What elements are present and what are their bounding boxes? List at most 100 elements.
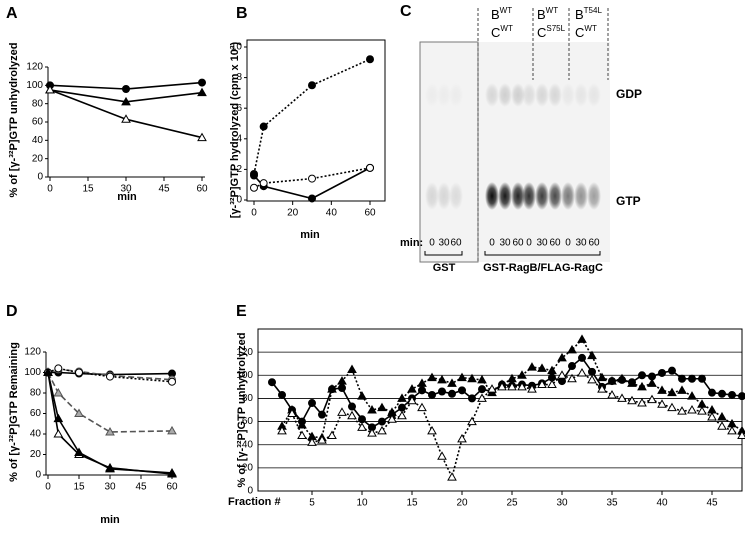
marker [53, 387, 64, 397]
marker [688, 374, 696, 383]
marker [607, 376, 617, 385]
y-tick-label: 20 [30, 449, 42, 460]
x-tick-label: 10 [356, 498, 368, 509]
marker [366, 55, 374, 64]
marker [487, 384, 497, 393]
x-tick-label: 60 [166, 482, 178, 493]
marker [74, 447, 84, 456]
marker [497, 381, 507, 391]
group-label: CS75L [537, 24, 566, 40]
marker [678, 374, 686, 383]
lane-label: 0 [429, 238, 435, 249]
marker [717, 411, 727, 421]
marker [308, 194, 316, 203]
x-tick-label: 45 [706, 498, 718, 509]
band-label: GTP [616, 194, 641, 208]
marker [327, 430, 337, 439]
y-tick-label: 100 [26, 80, 43, 91]
marker [667, 387, 677, 397]
marker [627, 395, 637, 405]
y-tick-label: 40 [30, 429, 42, 440]
band [449, 182, 463, 210]
plot-frame [246, 39, 386, 202]
band [498, 182, 512, 210]
x-axis-label: min [117, 191, 137, 203]
marker [577, 334, 587, 343]
marker [105, 426, 115, 436]
lane-label: 60 [549, 238, 561, 249]
marker [74, 408, 84, 417]
marker [448, 389, 456, 398]
marker [738, 392, 745, 401]
band [522, 182, 536, 210]
marker [727, 425, 737, 435]
marker [53, 413, 64, 423]
x-tick-label: 20 [287, 208, 299, 219]
x-tick-label: 5 [309, 498, 315, 509]
x-tick-label: 60 [196, 184, 208, 195]
marker [677, 406, 687, 415]
series-line [47, 372, 173, 474]
y-tick-label: 60 [242, 416, 254, 427]
marker [637, 381, 647, 391]
marker [647, 394, 657, 404]
time-label: min: [400, 237, 423, 249]
band [548, 182, 562, 210]
band [511, 182, 525, 210]
marker [417, 378, 427, 387]
marker [347, 364, 357, 373]
y-tick-label: 2 [236, 164, 242, 175]
marker [121, 114, 131, 123]
x-axis-label: min [300, 229, 320, 241]
marker [447, 378, 457, 387]
marker [197, 87, 207, 97]
y-axis-label: [γ-³²P]GTP hydrolyzed (cpm x 10³) [229, 41, 241, 218]
marker [477, 374, 487, 384]
lane-label: 60 [588, 238, 600, 249]
marker [407, 384, 417, 393]
marker [607, 389, 617, 399]
marker [707, 411, 717, 421]
marker [467, 416, 477, 426]
lane-label: 0 [526, 238, 532, 249]
y-tick-label: 120 [236, 347, 253, 358]
band [587, 182, 601, 210]
marker [347, 410, 357, 420]
marker [378, 417, 386, 426]
marker [588, 367, 596, 376]
series-line [47, 372, 173, 475]
group-label: CWT [575, 24, 597, 40]
lane-label: 0 [489, 238, 495, 249]
y-tick-label: 0 [247, 486, 253, 497]
marker [357, 422, 367, 431]
marker [358, 415, 366, 424]
lane-label: 30 [575, 238, 587, 249]
band [437, 83, 451, 107]
bracket-label: GST [433, 262, 456, 274]
marker [366, 163, 374, 172]
band [511, 83, 525, 107]
bracket-label: GST-RagB/FLAG-RagC [483, 262, 603, 274]
marker [478, 385, 486, 394]
lane-label: 60 [512, 238, 524, 249]
marker [106, 372, 114, 381]
marker [637, 398, 647, 407]
band [535, 83, 549, 107]
marker [587, 350, 597, 360]
marker [348, 402, 356, 411]
marker [427, 425, 437, 435]
marker [577, 367, 587, 377]
marker [597, 372, 607, 382]
series-line [253, 167, 371, 200]
marker [54, 364, 63, 373]
marker [527, 362, 537, 371]
marker [397, 393, 407, 402]
panel-label: D [6, 303, 18, 320]
y-tick-label: 40 [242, 439, 254, 450]
x-tick-label: 30 [556, 498, 568, 509]
band [522, 83, 536, 107]
marker [168, 377, 176, 386]
marker [167, 467, 177, 477]
y-tick-label: 40 [32, 135, 44, 146]
